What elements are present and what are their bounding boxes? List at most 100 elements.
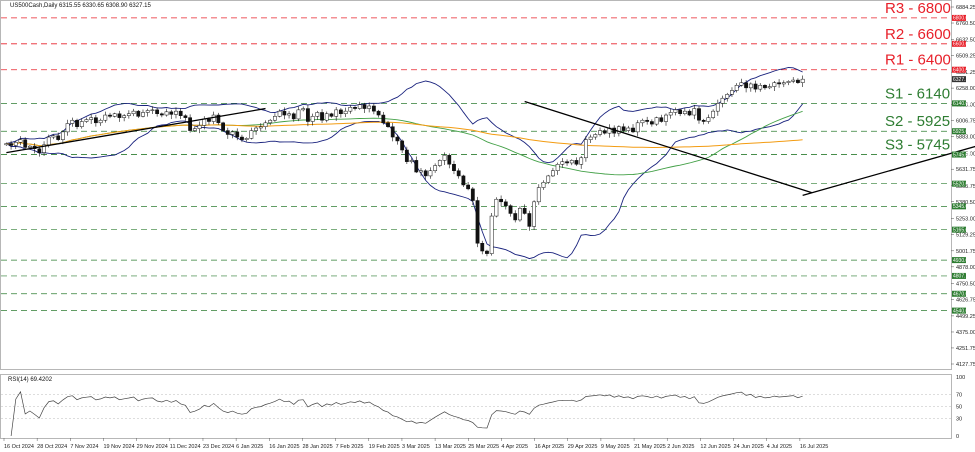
candle-body (541, 182, 546, 188)
candle-body (28, 145, 32, 148)
candle-body (466, 184, 471, 190)
support-price-box (952, 272, 966, 279)
candle-body (748, 83, 753, 89)
candle-body (400, 140, 405, 151)
candle-body (475, 200, 480, 244)
candle-body (711, 110, 716, 118)
candle-body (390, 126, 395, 138)
y-tick-label: 4626.75 (956, 297, 975, 303)
candle-body (18, 139, 23, 143)
candle-body (136, 110, 141, 117)
level-price-label: 6600.00 (953, 42, 971, 48)
candle-body (23, 139, 28, 148)
candle-body (263, 122, 268, 127)
level-price-label: 5925.00 (953, 129, 971, 135)
candle-body (715, 103, 720, 112)
x-tick-label: 21 May 2025 (634, 444, 666, 450)
candle-body (75, 119, 79, 127)
candle-body (338, 109, 343, 115)
x-tick-label: 29 Apr 2025 (568, 444, 598, 450)
candle-body (108, 114, 112, 117)
candle-body (381, 114, 386, 124)
candle-body (178, 110, 183, 116)
level-label: S2 - 5925 (885, 113, 950, 130)
candle-body (287, 113, 291, 116)
symbol-header: US500Cash,Daily 6315.55 6330.65 6308.90 … (10, 3, 151, 9)
level-label: R1 - 6400 (885, 52, 951, 69)
candle-body (489, 215, 494, 254)
y-tick-label: 6509.25 (956, 54, 975, 60)
candle-body (117, 113, 122, 118)
candle-body (551, 170, 555, 177)
candle-body (532, 201, 536, 227)
candle-body (46, 136, 51, 146)
candle-body (763, 85, 767, 89)
candle-body (470, 188, 475, 201)
y-tick-label: 6632.50 (956, 38, 975, 44)
y-tick-label: 6006.75 (956, 119, 975, 125)
x-tick-label: 13 Mar 2025 (435, 444, 466, 450)
level-price-label: 6140.00 (953, 101, 971, 107)
candle-body (574, 160, 579, 165)
y-tick-label: 4499.25 (956, 314, 975, 320)
candle-body (654, 117, 659, 125)
candle-body (353, 107, 357, 109)
y-tick-label: 5380.50 (956, 200, 975, 206)
candle-body (207, 118, 211, 122)
x-tick-label: 6 Jan 2025 (236, 444, 263, 450)
candle-body (225, 130, 230, 135)
level-price-box (952, 100, 966, 107)
candle-body (631, 127, 635, 133)
x-tick-label: 12 Jun 2025 (700, 444, 730, 450)
candle-body (310, 116, 315, 122)
candle-body (777, 82, 781, 85)
y-tick-label: 5253.00 (956, 216, 975, 222)
candle-body (781, 82, 786, 85)
candle-body (235, 131, 240, 138)
x-tick-label: 3 Mar 2025 (402, 444, 430, 450)
x-tick-label: 7 Feb 2025 (336, 444, 364, 450)
candle-body (626, 127, 631, 131)
candle-body (692, 108, 697, 116)
candle-body (320, 112, 324, 121)
candle-body (329, 113, 334, 117)
candle-body (164, 111, 169, 116)
candle-body (306, 108, 310, 122)
x-tick-label: 29 Nov 2024 (137, 444, 168, 450)
candle-body (334, 109, 339, 117)
candle-body (673, 109, 678, 113)
rsi-tick-label: 70 (956, 393, 962, 399)
candle-body (51, 135, 56, 138)
support-price-label: 5165.00 (953, 227, 971, 233)
candle-body (376, 110, 381, 116)
rsi-pane (0, 374, 952, 439)
candle-body (42, 144, 46, 153)
candle-body (183, 115, 188, 118)
x-tick-label: 16 Jul 2025 (800, 444, 828, 450)
level-price-box (952, 66, 966, 73)
y-tick-label: 4750.50 (956, 281, 975, 287)
candle-body (188, 117, 193, 131)
x-tick-label: 4 Apr 2025 (501, 444, 528, 450)
candle-body (513, 213, 518, 221)
candle-body (527, 213, 532, 227)
candle-body (753, 83, 758, 90)
level-price-label: 6400.00 (953, 68, 971, 74)
candle-body (565, 161, 569, 164)
candle-body (437, 160, 442, 166)
candle-body (216, 114, 221, 124)
candle-body (301, 108, 306, 111)
candle-body (423, 170, 428, 177)
candle-body (249, 130, 254, 139)
candle-body (155, 109, 160, 115)
candle-body (258, 126, 263, 129)
candle-body (98, 119, 103, 124)
support-price-box (952, 290, 966, 297)
candle-body (174, 110, 178, 115)
candle-body (282, 110, 287, 116)
candle-body (767, 86, 772, 89)
candle-body (37, 148, 42, 153)
candle-body (89, 117, 94, 120)
support-price-box (952, 307, 966, 314)
